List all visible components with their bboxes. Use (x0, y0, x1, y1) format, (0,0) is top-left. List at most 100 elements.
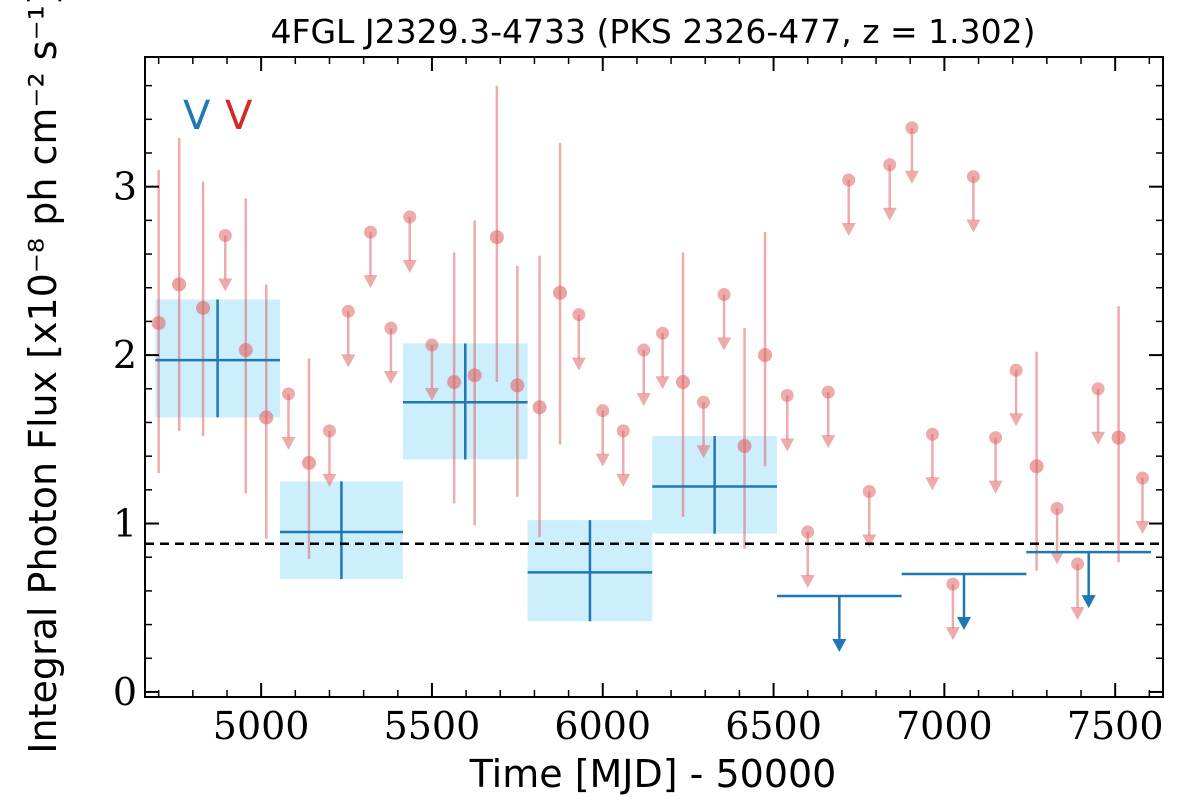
upper-limit-arrowhead (616, 473, 631, 487)
x-tick-label: 5500 (384, 704, 481, 748)
plot-frame (144, 56, 1164, 698)
data-point (172, 277, 187, 292)
upper-limit-marker (905, 121, 919, 135)
upper-limit-arrowhead (841, 222, 856, 236)
upper-limit-arrowhead (383, 371, 398, 385)
upper-limit-arrowhead (696, 445, 711, 459)
data-point (676, 375, 691, 390)
upper-limit-arrowhead (800, 574, 815, 588)
upper-limit-marker (218, 229, 232, 243)
data-point (758, 348, 773, 363)
data-point (1029, 459, 1044, 474)
binned-upper-limit-arrowhead (1081, 595, 1096, 609)
data-point (238, 343, 253, 358)
upper-limit-marker (1071, 557, 1085, 571)
upper-limit-arrowhead (862, 534, 877, 548)
upper-limit-arrowhead (1070, 606, 1085, 620)
upper-limit-marker (384, 321, 398, 335)
upper-limit-arrowhead (945, 627, 960, 641)
upper-limit-arrowhead (322, 473, 337, 487)
upper-limit-marker (1009, 363, 1023, 377)
upper-limit-arrowhead (1009, 413, 1024, 427)
plot-area (145, 85, 1163, 652)
upper-limit-arrowhead (402, 260, 417, 273)
y-tick-label: 2 (113, 333, 137, 377)
upper-limit-marker (363, 225, 377, 239)
data-point (1111, 430, 1126, 445)
y-axis-label: Integral Photon Flux [x10⁻⁸ ph cm⁻² s⁻¹] (21, 0, 65, 754)
upper-limit-arrowhead (966, 219, 981, 233)
data-point (447, 375, 462, 390)
upper-limit-arrowhead (821, 435, 836, 449)
x-tick-label: 5000 (213, 704, 310, 748)
upper-limit-arrowhead (882, 207, 897, 221)
binned-upper-limit-arrowhead (957, 617, 972, 631)
data-point (532, 400, 547, 415)
x-tick-label: 6500 (725, 704, 822, 748)
upper-limit-marker (425, 338, 439, 352)
data-point (301, 455, 316, 470)
upper-limit-arrowhead (655, 376, 670, 390)
upper-limit-arrowhead (595, 453, 610, 467)
chart-title: 4FGL J2329.3-4733 (PKS 2326-477, z = 1.3… (270, 12, 1035, 51)
x-tick-label: 7000 (896, 704, 993, 748)
upper-limit-marker (1091, 382, 1105, 396)
upper-limit-marker (821, 385, 835, 399)
upper-limit-arrowhead (281, 436, 296, 450)
upper-limit-marker (966, 170, 980, 184)
upper-limit-marker (801, 525, 815, 539)
upper-limit-marker (697, 395, 711, 409)
data-point (553, 285, 568, 300)
upper-limit-marker (1136, 471, 1150, 485)
data-point (196, 300, 211, 315)
upper-limit-marker (616, 424, 630, 438)
data-point (151, 316, 166, 331)
upper-limit-marker (780, 389, 794, 403)
data-point (510, 378, 525, 393)
upper-limit-marker (341, 304, 355, 318)
upper-limit-arrowhead (424, 388, 439, 401)
upper-limit-arrowhead (780, 438, 795, 452)
upper-limit-marker (281, 387, 295, 401)
data-point (259, 410, 274, 425)
upper-limit-arrowhead (1050, 551, 1065, 565)
upper-limit-marker (989, 431, 1003, 445)
upper-limit-marker (883, 158, 897, 172)
upper-limit-marker (925, 427, 939, 441)
x-tick-label: 7500 (1067, 704, 1164, 748)
data-point (489, 230, 504, 245)
axis-ticks: 5000 5500 6000 6500 7000 7500 0 1 2 3 (113, 57, 1164, 748)
upper-limit-marker (572, 308, 586, 322)
upper-limit-marker (1050, 501, 1064, 515)
upper-limit-marker (842, 173, 856, 187)
y-tick-label: 1 (113, 502, 137, 546)
upper-limit-arrowhead (341, 354, 356, 368)
y-tick-label: 0 (113, 670, 137, 714)
upper-limit-arrowhead (1135, 521, 1150, 535)
data-point (467, 368, 482, 383)
upper-limit-marker (946, 577, 960, 591)
upper-limit-arrowhead (925, 477, 940, 491)
binned-upper-limit-arrowhead (832, 638, 847, 652)
upper-limit-arrowhead (571, 357, 586, 371)
upper-limit-marker (656, 326, 670, 340)
upper-limit-arrowhead (717, 337, 732, 351)
upper-limit-marker (637, 343, 651, 357)
upper-limit-arrowhead (218, 278, 233, 292)
x-tick-label: 6000 (554, 704, 651, 748)
blue-v-marker: V (183, 93, 211, 139)
upper-limit-arrowhead (904, 170, 919, 184)
upper-limit-arrowhead (988, 480, 1003, 494)
upper-limit-marker (322, 424, 336, 438)
upper-limit-arrowhead (363, 275, 378, 289)
upper-limit-marker (862, 485, 876, 499)
y-tick-label: 3 (113, 165, 137, 209)
data-point (737, 439, 752, 454)
x-axis-label: Time [MJD] - 50000 (469, 752, 837, 796)
upper-limit-marker (596, 404, 610, 418)
upper-limit-arrowhead (1091, 431, 1106, 445)
upper-limit-marker (717, 287, 731, 301)
upper-limit-marker (403, 210, 417, 224)
red-v-marker: V (225, 93, 253, 139)
